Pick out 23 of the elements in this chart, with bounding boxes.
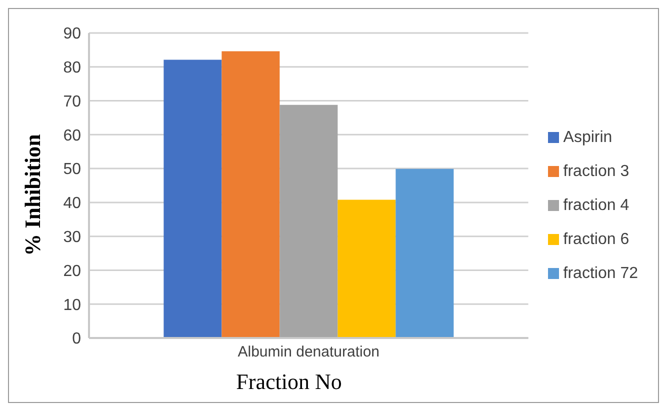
y-tick-label: 50	[63, 161, 82, 178]
bar	[338, 200, 396, 338]
y-tick-label: 80	[63, 60, 82, 77]
bar	[396, 168, 454, 338]
x-axis-title: Fraction No	[235, 369, 343, 395]
legend-label: Aspirin	[563, 128, 612, 146]
y-tick-label: 10	[63, 296, 82, 314]
legend-label: fraction 6	[563, 230, 630, 248]
legend-label: fraction 4	[563, 196, 630, 214]
bar	[164, 60, 222, 338]
bar	[280, 104, 338, 338]
y-tick-label: 60	[63, 127, 82, 144]
y-tick-label: 0	[72, 330, 82, 348]
x-tick-label: Albumin denaturation	[238, 344, 380, 361]
y-tick-label: 40	[63, 195, 82, 212]
legend-label: fraction 72	[563, 264, 638, 282]
y-axis-title: % Inhibition	[20, 134, 46, 256]
legend-label: fraction 3	[563, 162, 630, 180]
y-tick-label: 20	[63, 262, 82, 280]
y-tick-label: 30	[63, 229, 82, 246]
y-tick-label: 90	[63, 26, 82, 43]
y-tick-label: 70	[63, 93, 82, 110]
bar	[222, 51, 280, 338]
